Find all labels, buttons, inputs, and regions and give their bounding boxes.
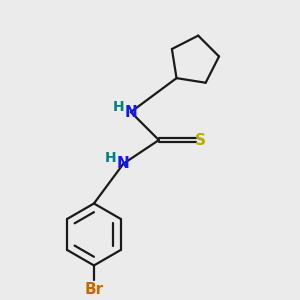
Text: H: H	[112, 100, 124, 114]
Text: Br: Br	[84, 282, 104, 297]
Text: S: S	[195, 133, 206, 148]
Text: H: H	[105, 151, 117, 165]
Text: N: N	[124, 104, 137, 119]
Text: N: N	[117, 156, 130, 171]
